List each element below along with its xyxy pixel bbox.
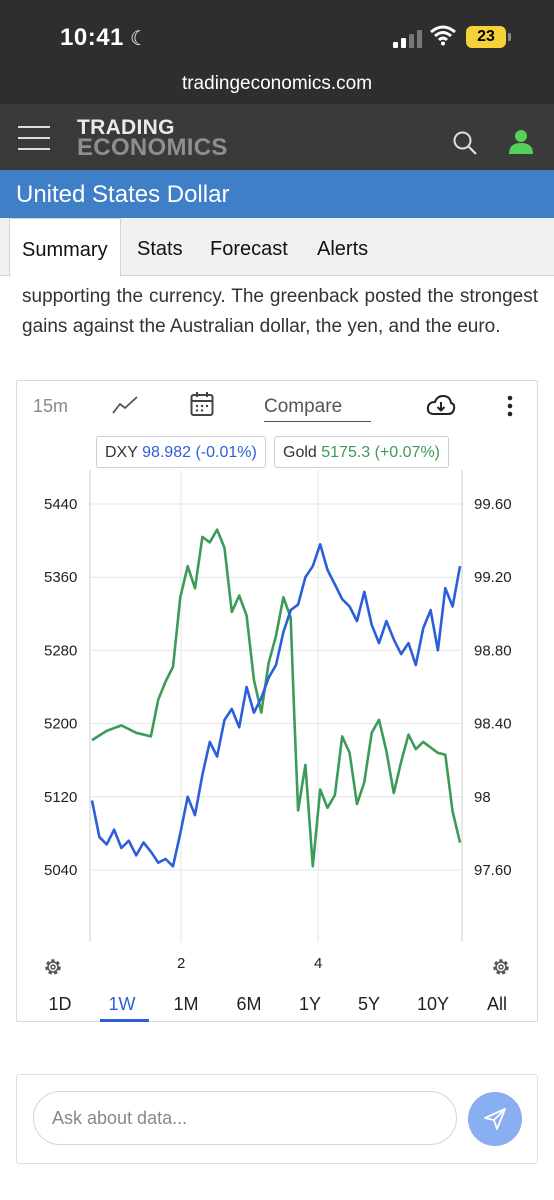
x-tick: 4 — [314, 955, 322, 972]
tab-summary[interactable]: Summary — [9, 218, 121, 277]
y-left-tick: 5040 — [44, 862, 77, 879]
interval-selector[interactable]: 15m — [33, 396, 69, 416]
send-button[interactable] — [468, 1092, 522, 1146]
site-logo[interactable]: TRADING ECONOMICS — [77, 116, 228, 161]
range-selector: 1D 1W 1M 6M 1Y 5Y 10Y All — [17, 986, 537, 1022]
line-chart-icon[interactable] — [112, 394, 138, 416]
calendar-icon[interactable] — [190, 391, 214, 417]
status-time: 10:41 — [60, 24, 124, 51]
page-title: United States Dollar — [16, 181, 230, 208]
article-text: supporting the currency. The greenback p… — [22, 286, 538, 337]
x-tick: 2 — [177, 955, 185, 972]
legend-gold-name: Gold — [283, 444, 317, 461]
legend-gold[interactable]: Gold 5175.3 (+0.07%) — [274, 436, 449, 468]
y-left-tick: 5200 — [44, 716, 77, 733]
series-line-dxy — [90, 543, 462, 868]
send-icon — [484, 1108, 506, 1130]
logo-line-1: TRADING — [77, 116, 175, 139]
y-right-tick: 98.40 — [474, 716, 512, 733]
price-chart[interactable]: 5040 97.60 5120 98 5200 98.40 5280 98.80 5360 99.… — [16, 470, 536, 982]
left-axis-settings-icon[interactable] — [43, 957, 63, 977]
range-all[interactable]: All — [486, 994, 508, 1014]
download-icon[interactable] — [426, 394, 456, 418]
range-10y[interactable]: 10Y — [416, 994, 450, 1014]
address-bar[interactable]: tradingeconomics.com — [181, 73, 373, 94]
y-right-tick: 99.20 — [474, 569, 512, 586]
range-1d[interactable]: 1D — [48, 994, 72, 1014]
range-1w[interactable]: 1W — [108, 994, 136, 1014]
wifi-icon — [430, 25, 456, 46]
cellular-signal-icon — [393, 28, 427, 48]
y-right-tick: 98 — [474, 789, 491, 806]
moon-icon: ☾ — [130, 28, 148, 50]
site-header: TRADING ECONOMICS — [0, 104, 554, 170]
hamburger-menu-icon[interactable] — [18, 126, 50, 150]
range-1y[interactable]: 1Y — [298, 994, 322, 1014]
chart-card — [16, 380, 538, 1022]
y-left-tick: 5440 — [44, 496, 77, 513]
tab-bar: Summary Stats Forecast Alerts — [0, 218, 554, 277]
title-band: United States Dollar — [0, 170, 554, 218]
battery-icon: 23 — [466, 26, 511, 48]
y-left-tick: 5360 — [44, 569, 77, 586]
legend-dxy-value: 98.982 (-0.01%) — [142, 444, 257, 461]
range-1m[interactable]: 1M — [173, 994, 199, 1014]
right-axis-settings-icon[interactable] — [491, 957, 511, 977]
legend-gold-value: 5175.3 (+0.07%) — [321, 444, 440, 461]
series-line-gold — [91, 528, 462, 868]
tab-alerts[interactable]: Alerts — [317, 238, 369, 260]
y-right-tick: 97.60 — [474, 862, 512, 879]
more-options-icon[interactable] — [500, 394, 520, 418]
y-right-tick: 99.60 — [474, 496, 512, 513]
battery-level: 23 — [477, 28, 495, 45]
legend-dxy-name: DXY — [105, 444, 138, 461]
tab-forecast[interactable]: Forecast — [210, 238, 288, 260]
legend-dxy[interactable]: DXY 98.982 (-0.01%) — [96, 436, 266, 468]
active-range-indicator — [100, 1019, 149, 1022]
range-6m[interactable]: 6M — [236, 994, 262, 1014]
logo-line-2: ECONOMICS — [77, 134, 228, 161]
compare-input[interactable] — [264, 392, 371, 422]
ask-input[interactable] — [33, 1091, 457, 1145]
y-left-tick: 5280 — [44, 642, 77, 659]
status-bar: 10:41 ☾ 23 tradingeconomics.com — [0, 0, 554, 104]
tab-stats[interactable]: Stats — [137, 238, 183, 260]
search-icon[interactable] — [452, 130, 478, 156]
user-icon[interactable] — [507, 128, 535, 156]
y-right-tick: 98.80 — [474, 642, 512, 659]
y-left-tick: 5120 — [44, 789, 77, 806]
range-5y[interactable]: 5Y — [357, 994, 381, 1014]
